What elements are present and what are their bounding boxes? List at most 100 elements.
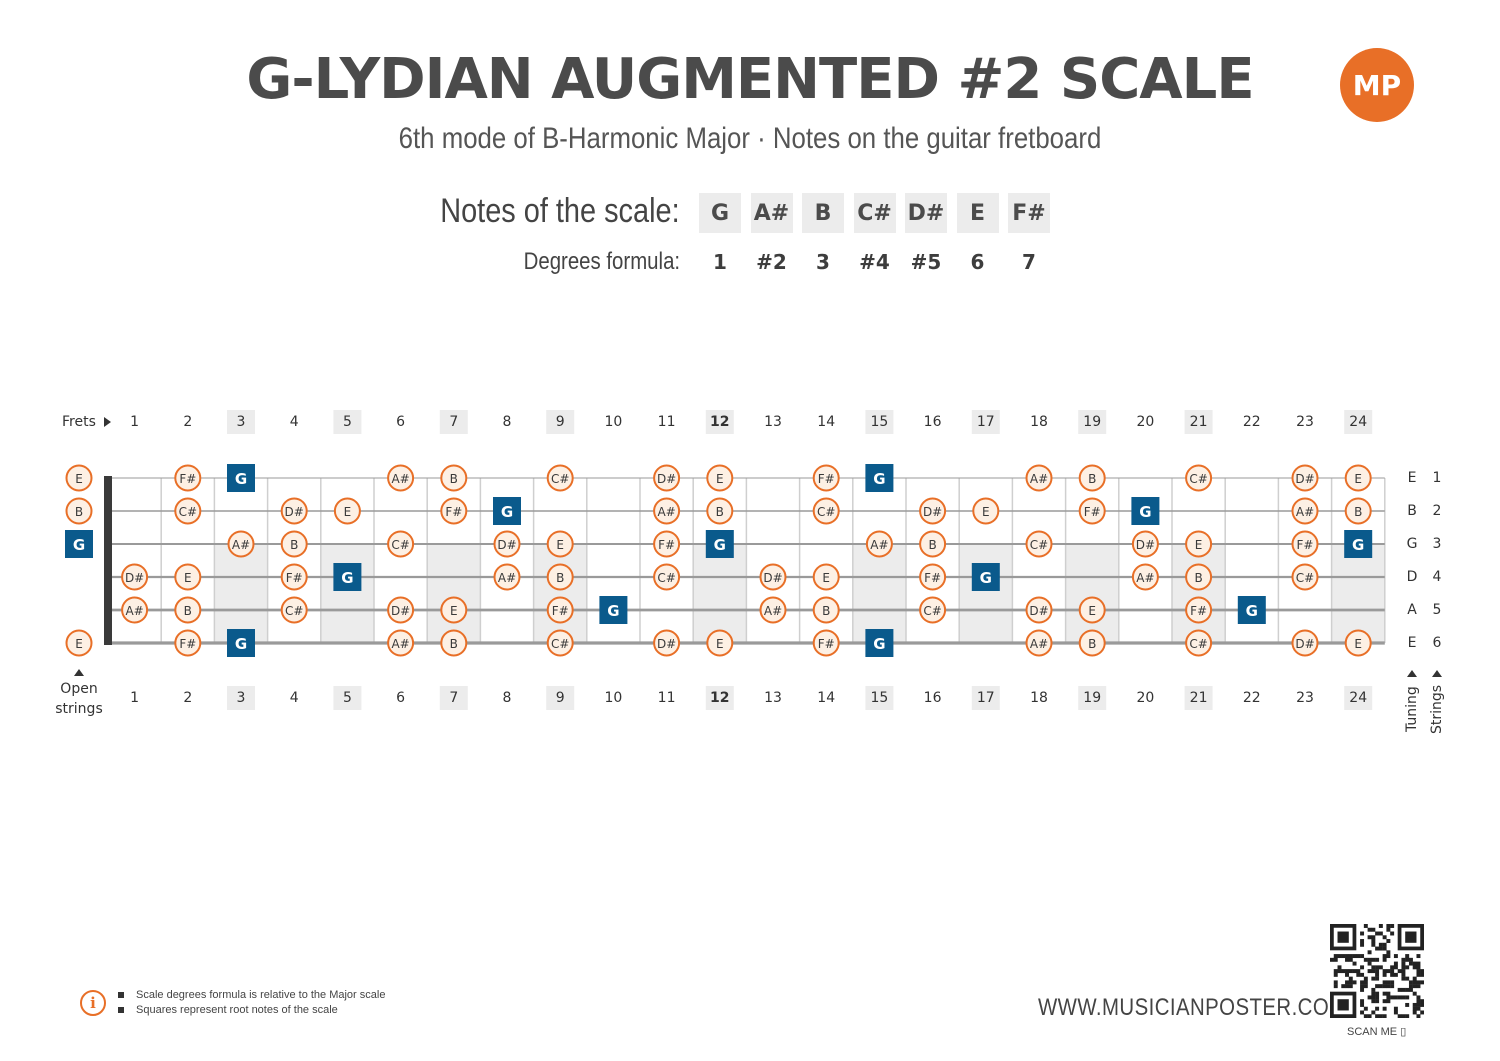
root-note-marker — [227, 629, 255, 657]
note-marker — [387, 464, 415, 492]
note-marker — [546, 596, 574, 624]
qr-module — [1382, 980, 1387, 985]
qr-module — [1390, 924, 1395, 928]
note-label: E — [1088, 604, 1096, 618]
note-marker — [440, 497, 468, 525]
root-note-label: G — [341, 569, 353, 587]
qr-module — [1416, 984, 1421, 989]
note-marker — [1025, 530, 1053, 558]
note-label: C# — [391, 538, 409, 552]
note-marker — [653, 530, 681, 558]
note-label: D# — [923, 505, 942, 519]
note-marker — [440, 596, 468, 624]
qr-module — [1386, 999, 1391, 1004]
scale-note: C# — [853, 193, 896, 233]
qr-module — [1416, 980, 1421, 985]
string-number: 3 — [1433, 536, 1442, 552]
string-number: 2 — [1433, 503, 1442, 519]
website-link[interactable]: WWW.MUSICIANPOSTER.COM — [1038, 994, 1347, 1021]
qr-module — [1352, 980, 1357, 985]
qr-module — [1348, 980, 1353, 985]
note-marker — [972, 497, 1000, 525]
fret-number: 7 — [449, 690, 458, 706]
qr-module — [1330, 957, 1334, 962]
fret-number-bg — [705, 410, 734, 434]
note-marker — [387, 596, 415, 624]
qr-module — [1412, 1002, 1417, 1007]
fret-number: 22 — [1243, 414, 1261, 430]
note-label: E — [75, 472, 83, 486]
root-note-marker — [227, 464, 255, 492]
note-marker — [759, 563, 787, 591]
qr-module — [1408, 987, 1413, 992]
qr-module — [1371, 927, 1376, 932]
qr-module — [1390, 972, 1395, 977]
root-note-label: G — [714, 536, 726, 554]
note-marker — [759, 596, 787, 624]
scale-degree: 3 — [816, 250, 830, 274]
qr-module — [1390, 980, 1395, 985]
qr-module — [1393, 1006, 1398, 1011]
qr-module — [1367, 935, 1372, 940]
qr-module — [1382, 946, 1387, 951]
fret-number: 20 — [1136, 414, 1154, 430]
open-strings-label: strings — [55, 701, 102, 717]
qr-module — [1393, 972, 1398, 977]
fret-number: 3 — [237, 414, 246, 430]
qr-module — [1386, 980, 1391, 985]
fret-number-bg — [439, 410, 468, 434]
note-label: B — [928, 538, 936, 552]
fret-number: 14 — [817, 690, 835, 706]
qr-module — [1363, 1014, 1368, 1018]
fret-number: 2 — [183, 414, 192, 430]
note-label: B — [1088, 637, 1096, 651]
qr-module — [1401, 957, 1406, 962]
qr-module — [1367, 927, 1372, 932]
note-label: B — [75, 505, 83, 519]
note-label: E — [1195, 538, 1203, 552]
note-label: D# — [125, 571, 144, 585]
note-marker — [1078, 497, 1106, 525]
qr-module — [1375, 972, 1380, 977]
qr-module — [1401, 987, 1406, 992]
qr-module — [1348, 969, 1353, 974]
qr-code[interactable] — [1330, 924, 1424, 1018]
qr-module — [1333, 957, 1338, 962]
fret-number: 12 — [710, 690, 729, 706]
scale-note: G — [699, 193, 741, 233]
note-label: E — [982, 505, 990, 519]
root-note-marker — [333, 563, 362, 591]
arrow-right-icon — [104, 417, 111, 427]
qr-module — [1390, 965, 1395, 970]
note-label: D# — [391, 604, 410, 618]
note-marker — [387, 530, 415, 558]
note-marker — [1025, 596, 1053, 624]
qr-module — [1371, 935, 1376, 940]
note-marker — [812, 464, 840, 492]
qr-module — [1412, 980, 1417, 985]
fret-number-bg — [333, 410, 362, 434]
note-label: F# — [818, 472, 835, 486]
qr-module — [1382, 954, 1387, 959]
note-label: B — [450, 472, 458, 486]
qr-module — [1416, 995, 1421, 1000]
qr-module — [1333, 980, 1338, 985]
fret-marker-area — [533, 544, 587, 643]
fret-number-bg — [971, 686, 1000, 710]
qr-module — [1393, 995, 1398, 1000]
fret-number-bg — [227, 410, 255, 434]
qr-module — [1390, 969, 1395, 974]
fret-number: 10 — [604, 414, 622, 430]
qr-module — [1397, 987, 1402, 992]
qr-module — [1420, 1010, 1424, 1015]
qr-module — [1352, 969, 1357, 974]
qr-module — [1416, 972, 1421, 977]
note-label: D# — [497, 538, 516, 552]
scale-note: F# — [1008, 193, 1050, 233]
note-marker — [919, 563, 947, 591]
note-label: C# — [551, 637, 569, 651]
root-note-marker — [1131, 497, 1160, 525]
qr-module — [1360, 987, 1365, 992]
qr-module — [1375, 976, 1380, 981]
note-marker — [333, 497, 361, 525]
